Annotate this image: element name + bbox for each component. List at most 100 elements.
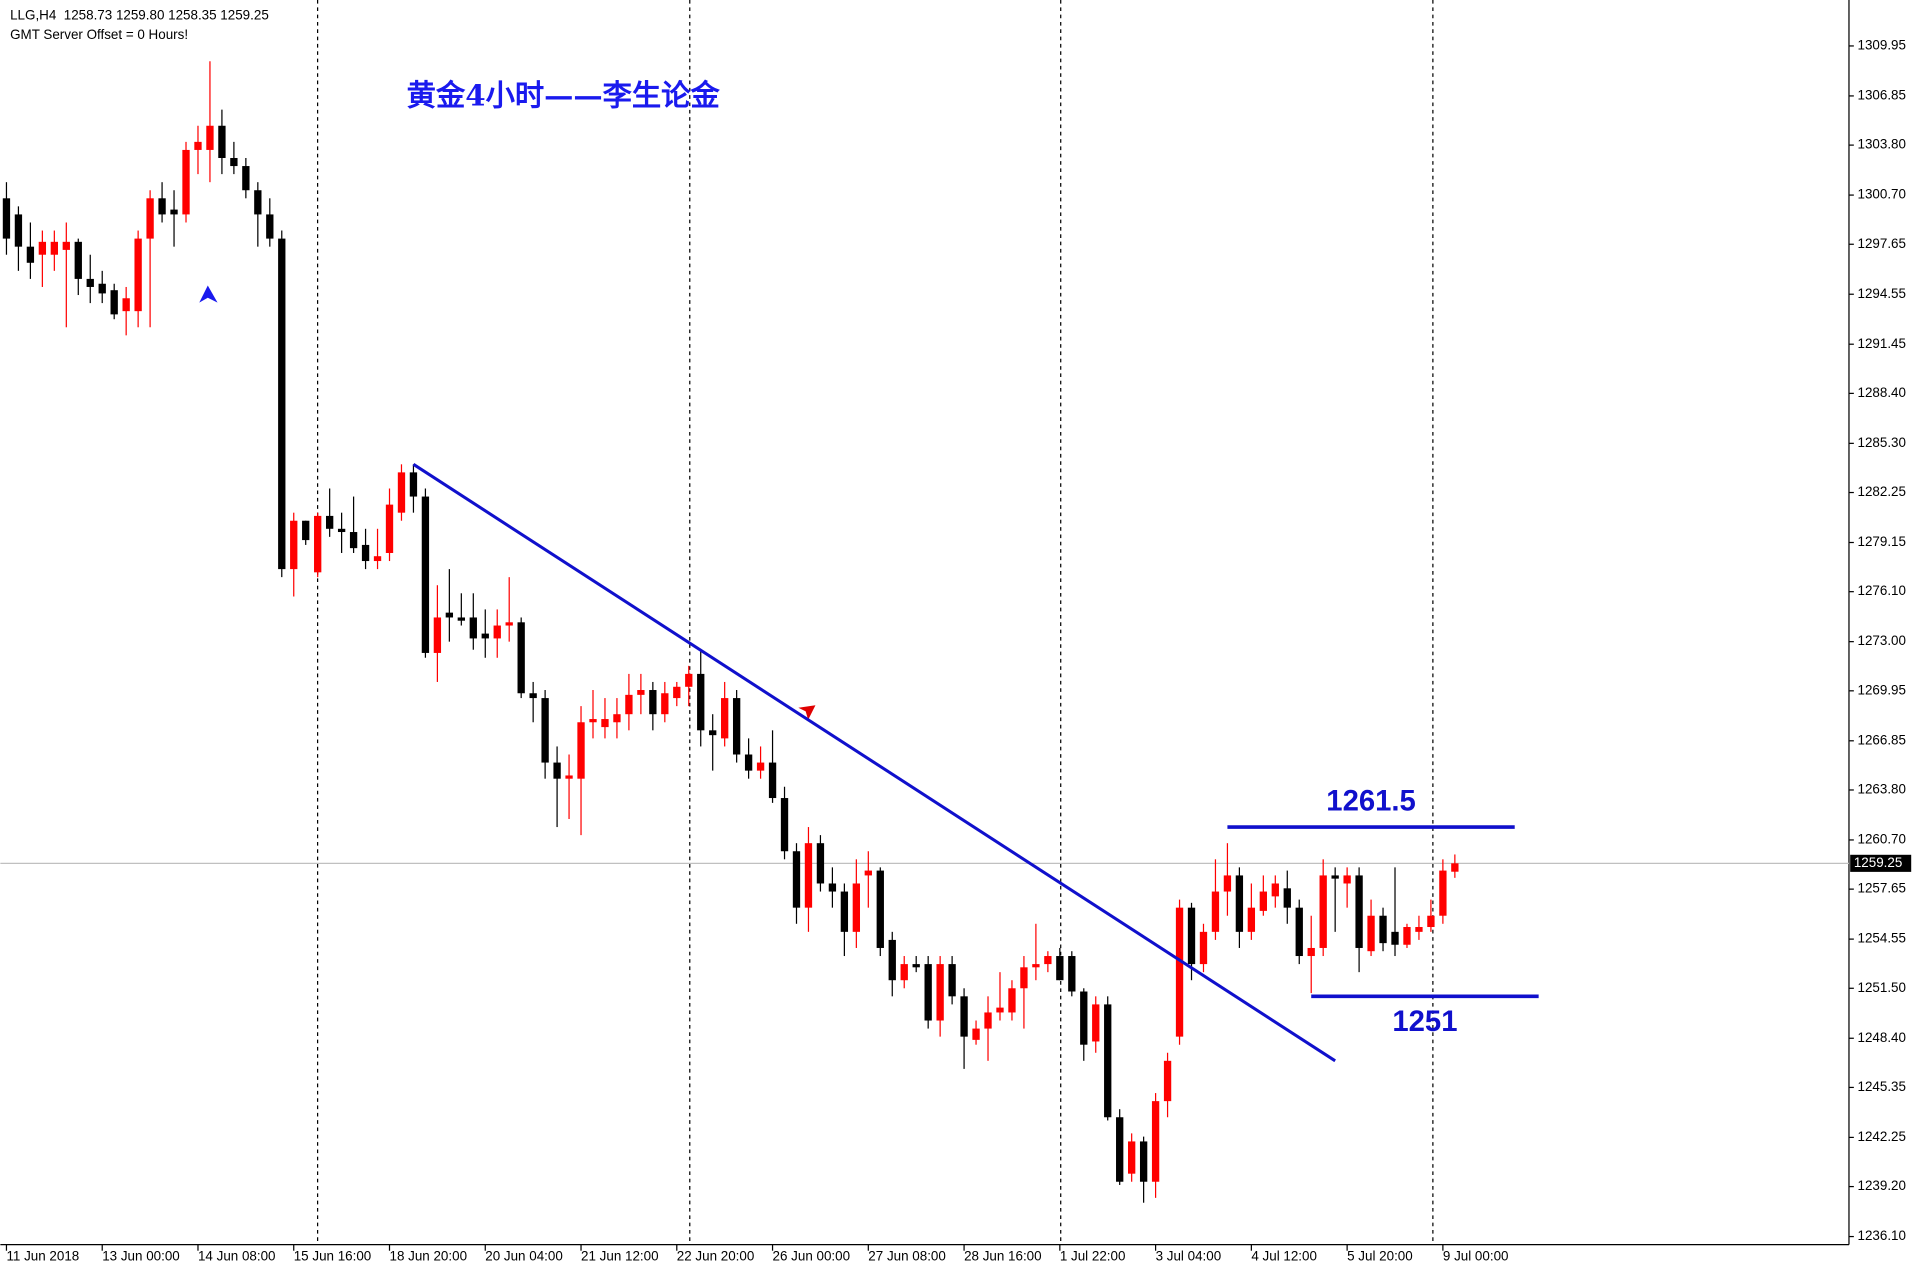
x-tick-label: 21 Jun 12:00 — [581, 1248, 659, 1263]
candle-body — [1427, 915, 1435, 928]
y-tick-label: 1263.80 — [1858, 782, 1906, 797]
candle-body — [445, 612, 454, 618]
candle-body — [194, 141, 202, 150]
y-tick-label: 1276.10 — [1858, 583, 1906, 598]
y-tick-label: 1282.25 — [1858, 484, 1906, 499]
candle-body — [804, 843, 813, 908]
period-separators — [317, 0, 1434, 1245]
candle-body — [936, 964, 944, 1021]
candle-body — [349, 532, 358, 549]
candle-body — [62, 241, 70, 250]
candle-body — [182, 149, 190, 215]
candle-body — [744, 754, 753, 771]
level-label: 1261.5 — [1326, 784, 1416, 817]
candle-body — [1199, 931, 1208, 965]
candle-body — [469, 617, 477, 639]
trendline — [412, 463, 1336, 1063]
candle-body — [1187, 907, 1196, 965]
y-tick-label: 1269.95 — [1858, 682, 1906, 697]
y-tick-label: 1245.35 — [1858, 1079, 1906, 1094]
candle-body — [242, 166, 250, 191]
candle-body — [1175, 907, 1184, 1037]
candle-body — [278, 238, 286, 570]
candle-body — [433, 617, 442, 653]
y-tick-label: 1251.50 — [1858, 980, 1906, 995]
candle-body — [158, 198, 166, 215]
candle-body — [397, 472, 406, 513]
y-tick-label: 1266.85 — [1858, 732, 1906, 747]
candle-body — [1415, 927, 1423, 932]
candle-body — [230, 157, 238, 167]
candle-body — [290, 520, 298, 570]
candle-body — [337, 528, 346, 533]
candle-body — [1116, 1117, 1124, 1182]
y-tick-label: 1239.20 — [1858, 1178, 1906, 1193]
candle-body — [768, 762, 777, 799]
candle-body — [1271, 883, 1279, 897]
candle-body — [553, 762, 561, 779]
y-tick-label: 1291.45 — [1858, 336, 1906, 351]
x-tick-label: 28 Jun 16:00 — [964, 1248, 1042, 1263]
x-tick-label: 4 Jul 12:00 — [1251, 1248, 1317, 1263]
candle-body — [972, 1028, 980, 1040]
candle-body — [1163, 1060, 1172, 1102]
candle-body — [685, 673, 693, 687]
candle-body — [1307, 947, 1315, 957]
candle-body — [1092, 1004, 1100, 1042]
x-tick-label: 20 Jun 04:00 — [485, 1248, 563, 1263]
candle-body — [996, 1007, 1004, 1013]
y-tick-label: 1306.85 — [1858, 87, 1906, 102]
candle-body — [50, 241, 58, 255]
buy-arrow — [199, 285, 218, 303]
candle-body — [206, 125, 214, 150]
candle-body — [912, 964, 920, 968]
candle-body — [1020, 967, 1028, 989]
y-tick-label: 1260.70 — [1858, 832, 1906, 847]
candle-body — [26, 246, 35, 263]
y-tick-label: 1297.65 — [1858, 236, 1906, 251]
sell-arrow — [798, 705, 816, 720]
y-tick-label: 1285.30 — [1858, 435, 1906, 450]
candle-body — [146, 198, 154, 239]
candle-body — [565, 775, 573, 779]
x-tick-label: 18 Jun 20:00 — [390, 1248, 468, 1263]
candle-body — [122, 298, 130, 312]
candle-body — [1355, 875, 1363, 948]
candle-body — [361, 544, 370, 562]
x-tick-label: 11 Jun 2018 — [6, 1248, 79, 1263]
chart-title: 黄金4小时——李生论金 — [407, 79, 721, 113]
candle-body — [266, 214, 274, 239]
x-tick-label: 26 Jun 00:00 — [773, 1248, 851, 1263]
candle-body — [1259, 891, 1267, 911]
candle-body — [1068, 956, 1076, 992]
x-tick-label: 1 Jul 22:00 — [1060, 1248, 1126, 1263]
y-tick-label: 1248.40 — [1858, 1030, 1906, 1045]
candle-body — [1151, 1101, 1160, 1182]
y-tick-label: 1257.65 — [1858, 881, 1906, 896]
x-tick-label: 5 Jul 20:00 — [1347, 1248, 1413, 1263]
candle-body — [732, 698, 741, 755]
y-tick-label: 1303.80 — [1858, 137, 1906, 152]
candle-body — [756, 762, 765, 771]
candle-body — [1008, 988, 1016, 1013]
candle-body — [1032, 964, 1040, 968]
candle-body — [1391, 931, 1399, 945]
candle-body — [673, 686, 681, 699]
candle-body — [1331, 875, 1339, 879]
subheader: GMT Server Offset = 0 Hours! — [10, 27, 188, 42]
candle-body — [948, 964, 956, 997]
candle-body — [1247, 907, 1256, 932]
candle-body — [254, 190, 262, 215]
y-tick-label: 1236.10 — [1858, 1228, 1906, 1243]
x-tick-label: 15 Jun 16:00 — [294, 1248, 372, 1263]
candle-body — [505, 622, 513, 626]
candle-body — [601, 719, 609, 728]
candle-body — [529, 693, 537, 699]
x-tick-label: 9 Jul 00:00 — [1443, 1248, 1509, 1263]
candle-body — [134, 238, 142, 312]
candle-body — [1211, 891, 1220, 932]
candle-body — [840, 891, 849, 932]
candle-body — [924, 964, 932, 1021]
candle-body — [864, 870, 872, 876]
candle-body — [1379, 915, 1387, 944]
